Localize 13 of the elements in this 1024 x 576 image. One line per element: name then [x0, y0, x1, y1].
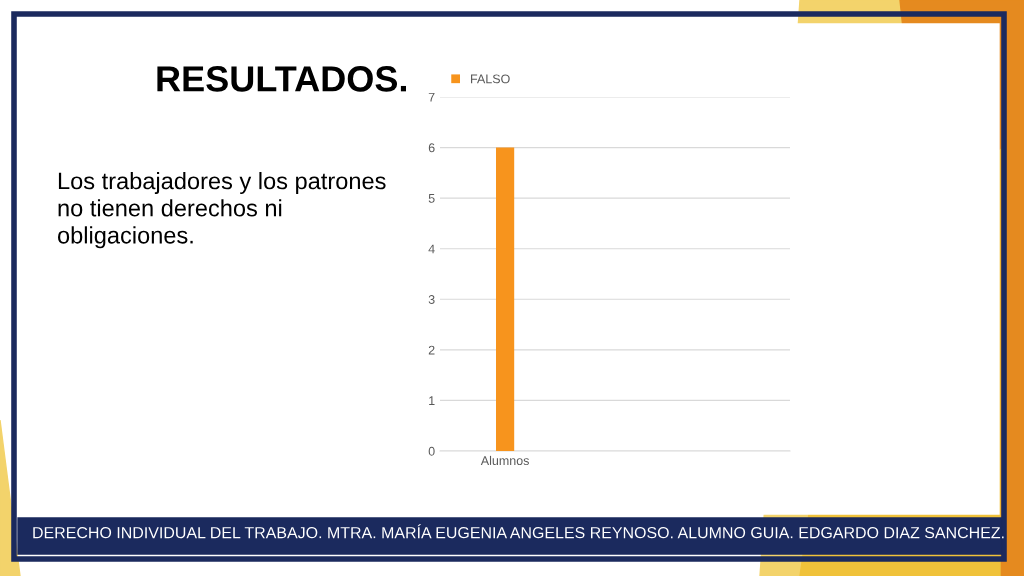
chart-title: RESULTADOS. [157, 66, 406, 92]
y-tick-label: 4 [428, 244, 435, 254]
y-tick-label: 1 [429, 396, 435, 405]
y-tick-label: 7 [428, 92, 435, 102]
y-tick-label: 3 [428, 295, 435, 304]
y-tick-label: 0 [428, 446, 435, 456]
x-tick-label: Alumnos [480, 455, 529, 466]
text: DERECHO INDIVIDUAL DEL TRABAJO. MTRA. MARÍA EUGENIA ANGELES REYNOSO. ALUMNO GUIA. EDGARDO DIAZ SANCHEZ. [33, 524, 1004, 539]
y-tick-label: 2 [428, 345, 435, 355]
text: Los trabajadores y los patrones no tienen derechos ni obligaciones. [57, 172, 386, 249]
y-tick-label: 6 [428, 143, 435, 153]
y-tick-label: 5 [428, 194, 435, 203]
legend-label: FALSO [471, 74, 510, 84]
